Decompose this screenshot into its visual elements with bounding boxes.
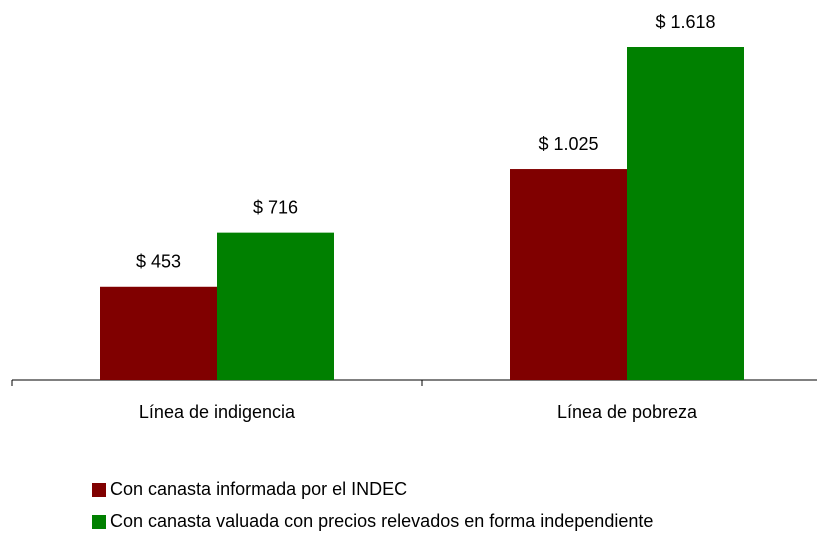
- value-label: $ 1.025: [538, 134, 598, 154]
- bar: [217, 232, 334, 380]
- legend-swatch: [92, 483, 106, 497]
- x-tick-label: Línea de indigencia: [139, 402, 296, 422]
- value-label: $ 1.618: [655, 12, 715, 32]
- legend-label: Con canasta valuada con precios relevado…: [110, 511, 653, 531]
- bar: [100, 286, 217, 380]
- value-label: $ 716: [253, 197, 298, 217]
- bar: [627, 47, 744, 380]
- x-tick-label: Línea de pobreza: [557, 402, 698, 422]
- bar: [510, 169, 627, 380]
- legend-label: Con canasta informada por el INDEC: [110, 479, 407, 499]
- value-label: $ 453: [136, 252, 181, 272]
- legend-swatch: [92, 515, 106, 529]
